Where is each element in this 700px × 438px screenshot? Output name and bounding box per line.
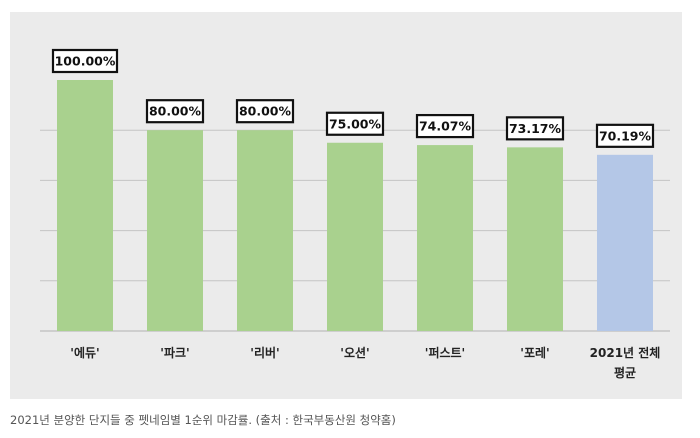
- bar: [327, 142, 383, 331]
- data-label-box: [595, 123, 655, 148]
- bar: [417, 145, 473, 331]
- bar: [237, 130, 293, 331]
- data-label-box: [51, 48, 119, 74]
- x-tick-label-line: 2021년 전체: [590, 345, 661, 360]
- data-label: 70.19%: [595, 123, 655, 148]
- data-label-box: [325, 111, 385, 136]
- x-tick-label: '파크': [160, 345, 189, 360]
- data-label-text: 80.00%: [239, 104, 292, 119]
- data-label-text: 74.07%: [419, 119, 472, 134]
- bar-chart: 100.00% '에듀' 80.00% '파크' 80.00% '리버' 75.00% '오션…: [40, 48, 670, 380]
- x-tick-label: '포레': [520, 345, 549, 360]
- data-label: 74.07%: [415, 113, 475, 139]
- x-tick-label-line: '파크': [160, 345, 189, 360]
- data-label-box: [415, 113, 475, 139]
- data-label: 75.00%: [325, 111, 385, 136]
- data-label-text: 73.17%: [509, 121, 562, 136]
- data-label: 80.00%: [235, 99, 295, 124]
- x-tick-label-line: '에듀': [70, 345, 99, 360]
- data-label-text: 80.00%: [149, 104, 202, 119]
- data-label: 73.17%: [505, 116, 565, 141]
- data-label-box: [505, 116, 565, 141]
- data-label-box: [235, 99, 295, 124]
- x-tick-label-line: '리버': [250, 345, 279, 360]
- data-label-text: 70.19%: [599, 128, 652, 143]
- x-tick-label: '퍼스트': [425, 345, 465, 360]
- x-tick-label: '오션': [340, 345, 369, 360]
- bar: [147, 130, 203, 331]
- chart-panel: 100.00% '에듀' 80.00% '파크' 80.00% '리버' 75.00% '오션…: [10, 12, 682, 399]
- bar: [57, 80, 113, 331]
- data-label-text: 100.00%: [55, 54, 116, 69]
- x-tick-label-line: '포레': [520, 345, 549, 360]
- x-tick-label: '에듀': [70, 345, 99, 360]
- figure-caption: 2021년 분양한 단지들 중 펫네임별 1순위 마감률. (출처 : 한국부동…: [10, 413, 396, 427]
- bar: [507, 147, 563, 331]
- x-tick-label-line: '오션': [340, 345, 369, 360]
- bar: [597, 154, 653, 331]
- data-label-text: 75.00%: [329, 116, 382, 131]
- data-label: 80.00%: [145, 99, 205, 124]
- data-label-box: [145, 99, 205, 124]
- x-tick-label-line: 평균: [614, 366, 636, 380]
- x-tick-label: '리버': [250, 345, 279, 360]
- x-tick-label-line: '퍼스트': [425, 345, 465, 360]
- data-label: 100.00%: [51, 48, 119, 74]
